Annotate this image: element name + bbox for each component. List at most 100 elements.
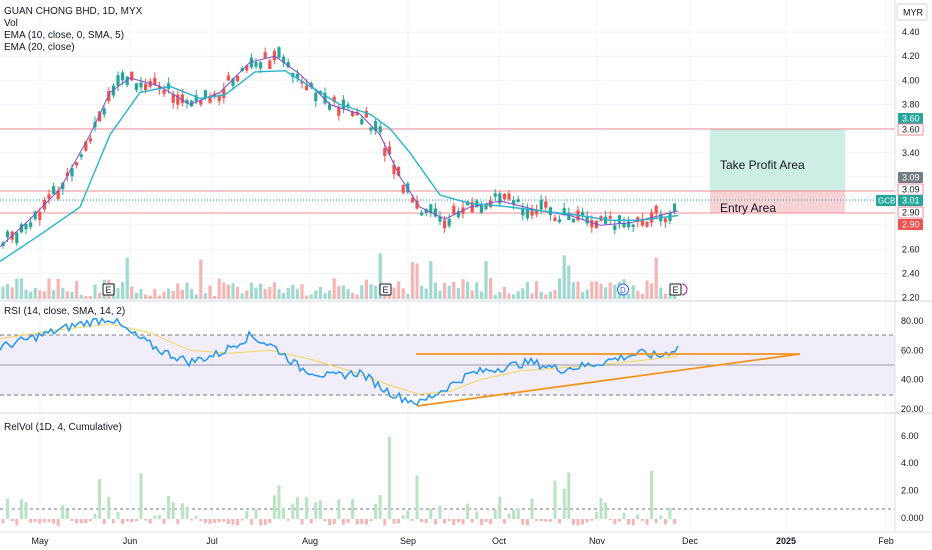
rsi-support-trendline[interactable] — [416, 353, 801, 407]
relvol-bar — [116, 512, 120, 519]
rsi-legend[interactable]: RSI (14, close, SMA, 14, 2) — [4, 306, 125, 317]
volume-bar — [387, 292, 391, 299]
take-profit-zone[interactable] — [710, 129, 845, 191]
relvol-bar — [364, 519, 368, 525]
candle-body — [663, 218, 667, 223]
relvol-bar — [1, 519, 5, 524]
volume-bar — [429, 261, 433, 299]
volume-bar — [654, 257, 658, 299]
candle-body — [420, 212, 424, 216]
candle-body — [305, 85, 309, 91]
volume-bar — [245, 290, 249, 299]
relvol-bar — [604, 502, 608, 519]
entry-top-tag: 3.09 — [902, 173, 920, 183]
tp-axis-tag: 3.60 — [902, 125, 920, 135]
volume-bar — [305, 295, 309, 299]
candle-body — [539, 199, 543, 210]
candle-body — [530, 209, 534, 216]
volume-bar — [553, 289, 557, 299]
earnings-marker-label: E — [383, 285, 389, 295]
volume-bar — [581, 292, 585, 299]
volume-bar — [498, 291, 502, 299]
ema10-legend[interactable]: EMA (10, close, 0, SMA, 5) — [4, 30, 124, 41]
candle-body — [673, 203, 677, 212]
earnings-marker[interactable]: E — [102, 283, 115, 296]
relvol-bar — [438, 505, 442, 519]
relvol-bar — [535, 519, 539, 521]
volume-bar — [567, 265, 571, 299]
relvol-bar — [213, 519, 217, 523]
candle-body — [548, 207, 552, 216]
ema20-legend[interactable]: EMA (20, close) — [4, 42, 75, 53]
candle-body — [337, 107, 341, 116]
earnings-marker[interactable]: E — [669, 283, 688, 296]
relvol-bar — [19, 499, 23, 519]
relvol-axis[interactable]: 6.00 4.00 2.00 0.000 — [901, 431, 924, 523]
volume-bar — [663, 293, 667, 299]
relvol-bar — [558, 519, 562, 524]
relvol-tick-label: 2.00 — [901, 486, 919, 496]
rsi-line — [0, 316, 679, 407]
relvol-bar — [475, 511, 479, 519]
relvol-bar — [323, 519, 327, 522]
relvol-bar — [171, 502, 175, 519]
relvol-bar — [84, 519, 88, 524]
volume-bar — [15, 278, 19, 299]
relvol-bar — [222, 519, 226, 522]
rsi-axis[interactable]: 80.00 60.00 40.00 20.00 — [901, 316, 924, 414]
volume-bar — [282, 292, 286, 299]
volume-bar — [539, 291, 543, 299]
relvol-bar — [553, 480, 557, 519]
candle-body — [567, 212, 571, 221]
candle-body — [102, 108, 106, 115]
symbol-title[interactable]: GUAN CHONG BHD, 1D, MYX — [4, 6, 143, 17]
candle-body — [585, 216, 589, 224]
candle-body — [199, 100, 203, 105]
time-tick-label: Nov — [589, 536, 606, 546]
currency-badge[interactable] — [896, 3, 928, 21]
volume-bar — [466, 281, 470, 299]
relvol-bar — [590, 519, 594, 521]
volume-bar — [19, 278, 23, 299]
relvol-bar — [79, 519, 83, 524]
candle-body — [429, 204, 433, 213]
entry-top-tag-bg — [898, 172, 923, 183]
relvol-bar — [102, 519, 106, 525]
volume-legend[interactable]: Vol — [4, 18, 18, 29]
relvol-bar — [355, 519, 359, 525]
candle-body — [332, 96, 336, 102]
relvol-bar — [599, 498, 603, 519]
relvol-tick-label: 6.00 — [901, 431, 919, 441]
earnings-marker[interactable]: E — [379, 283, 392, 296]
rsi-tick-label: 40.00 — [901, 375, 924, 385]
relvol-bar — [240, 519, 244, 521]
entry-zone[interactable] — [710, 191, 845, 213]
price-tick-label: 4.00 — [902, 75, 920, 85]
relvol-bar — [314, 501, 318, 519]
volume-bar — [401, 288, 405, 299]
time-axis[interactable]: May Jun Jul Aug Sep Oct Nov Dec 2025 Feb — [31, 536, 893, 546]
dividend-marker[interactable]: D — [617, 283, 629, 296]
candle-body — [415, 200, 419, 209]
ema10-line — [0, 55, 679, 248]
volume-bar — [226, 284, 230, 299]
candle-body — [613, 225, 617, 231]
relvol-bar — [144, 519, 148, 521]
relvol-legend[interactable]: RelVol (1D, 4, Cumulative) — [4, 422, 122, 433]
candle-body — [452, 205, 456, 215]
candle-body — [392, 164, 396, 175]
relvol-bar — [415, 475, 419, 519]
candle-body — [47, 194, 51, 199]
time-tick-label: 2025 — [776, 536, 796, 546]
candle-body — [249, 57, 253, 68]
relvol-tick-label: 4.00 — [901, 458, 919, 468]
relvol-bar — [98, 479, 102, 519]
volume-bar — [70, 291, 74, 299]
candle-body — [571, 218, 575, 222]
candle-body — [84, 141, 88, 151]
relvol-bar — [594, 511, 598, 519]
candle-body — [351, 111, 355, 117]
relvol-bar — [668, 507, 672, 519]
volume-bar — [139, 288, 143, 299]
